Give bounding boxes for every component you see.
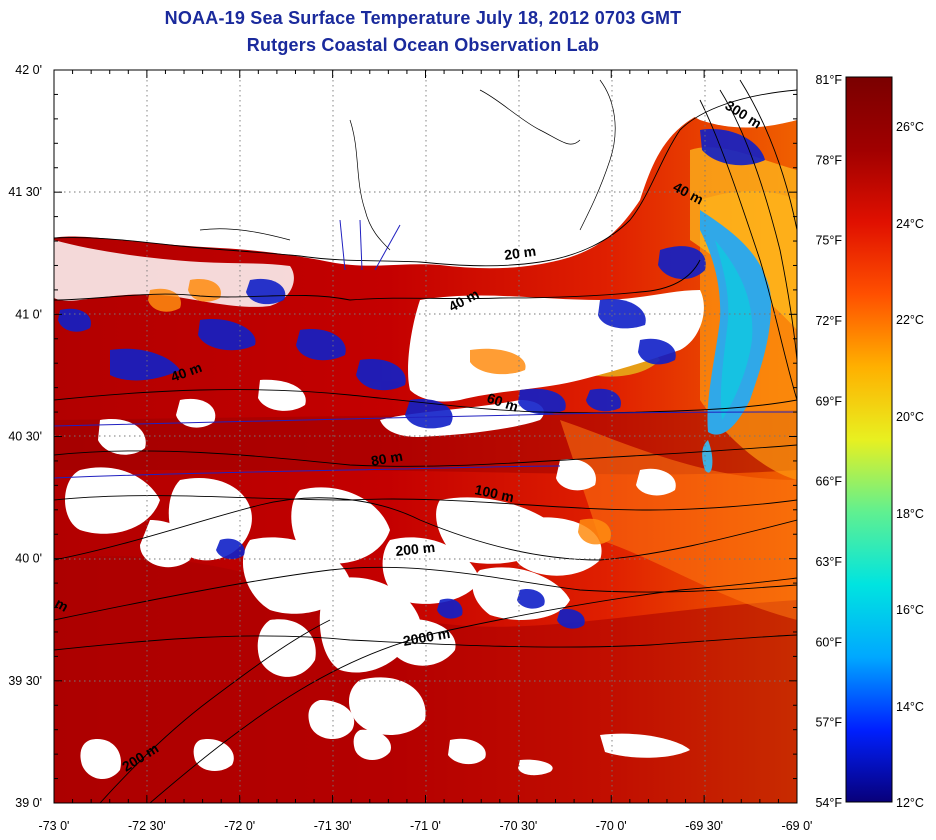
lat-tick-label: 41 30' <box>8 185 42 199</box>
graticule <box>54 70 797 803</box>
celsius-tick-label: 22°C <box>896 313 924 327</box>
lon-tick-label: -71 30' <box>314 819 352 833</box>
fahrenheit-scale: 81°F 78°F 75°F 72°F 69°F 66°F 63°F 60°F 57°F 54°F <box>815 73 842 810</box>
fahrenheit-tick-label: 57°F <box>815 716 842 730</box>
lon-tick-label: -69 30' <box>685 819 723 833</box>
map-subtitle: Rutgers Coastal Ocean Observation Lab <box>246 35 600 55</box>
lat-tick-label: 40 30' <box>8 430 42 444</box>
celsius-tick-label: 16°C <box>896 603 924 617</box>
celsius-scale: 26°C 24°C 22°C 20°C 18°C 16°C 14°C 12°C <box>896 120 924 810</box>
celsius-tick-label: 12°C <box>896 796 924 810</box>
lat-tick-label: 41 0' <box>15 307 42 321</box>
lon-tick-label: -70 30' <box>499 819 537 833</box>
lon-tick-label: -72 30' <box>128 819 166 833</box>
fahrenheit-tick-label: 54°F <box>815 796 842 810</box>
fahrenheit-tick-label: 66°F <box>815 475 842 489</box>
frame-ticks <box>53 69 798 804</box>
lat-tick-label: 39 30' <box>8 674 42 688</box>
fahrenheit-tick-label: 72°F <box>815 314 842 328</box>
contour-label: 200 m <box>395 539 436 559</box>
contour-label: 80 m <box>370 448 404 469</box>
lon-tick-label: -73 0' <box>39 819 70 833</box>
lat-tick-label: 39 0' <box>15 796 42 810</box>
celsius-tick-label: 20°C <box>896 410 924 424</box>
bathymetry-contours <box>54 79 797 803</box>
fahrenheit-tick-label: 60°F <box>815 635 842 649</box>
lat-tick-label: 40 0' <box>15 552 42 566</box>
map-title: NOAA-19 Sea Surface Temperature July 18,… <box>164 8 682 28</box>
longitude-axis-labels: -73 0' -72 30' -72 0' -71 30' -71 0' -70 30' -… <box>39 819 813 833</box>
lon-tick-label: -72 0' <box>224 819 255 833</box>
celsius-tick-label: 24°C <box>896 217 924 231</box>
lon-tick-label: -71 0' <box>410 819 441 833</box>
fahrenheit-tick-label: 69°F <box>815 394 842 408</box>
latitude-axis-labels: 42 0' 41 30' 41 0' 40 30' 40 0' 39 30' 39 0' <box>8 63 42 810</box>
fahrenheit-tick-label: 63°F <box>815 555 842 569</box>
fahrenheit-tick-label: 78°F <box>815 153 842 167</box>
colorbar <box>845 76 893 803</box>
lon-tick-label: -69 0' <box>782 819 813 833</box>
cloud-patches <box>65 379 690 780</box>
lat-tick-label: 42 0' <box>15 63 42 77</box>
fahrenheit-tick-label: 81°F <box>815 73 842 87</box>
cold-pixel-speckles <box>58 129 765 629</box>
celsius-tick-label: 18°C <box>896 507 924 521</box>
lon-tick-label: -70 0' <box>596 819 627 833</box>
celsius-tick-label: 14°C <box>896 700 924 714</box>
celsius-tick-label: 26°C <box>896 120 924 134</box>
fahrenheit-tick-label: 75°F <box>815 234 842 248</box>
contour-label: 20 m <box>503 243 537 263</box>
